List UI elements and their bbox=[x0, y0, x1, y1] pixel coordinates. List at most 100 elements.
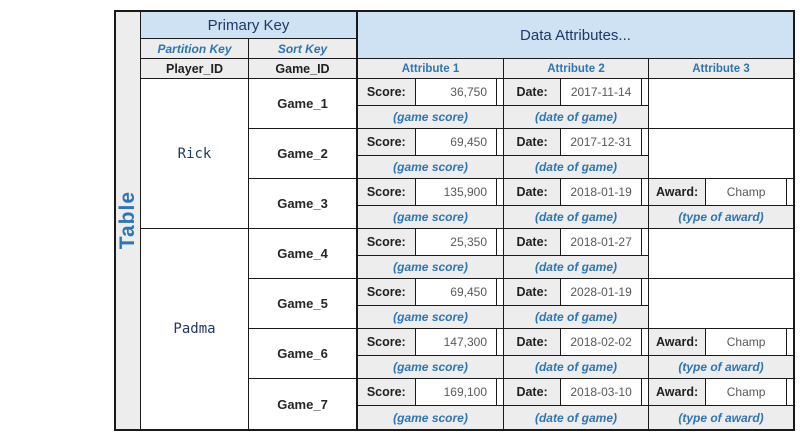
date-value: 2018-03-10 bbox=[561, 379, 642, 405]
score-field: Score: 147,300 bbox=[358, 329, 503, 355]
field-gap bbox=[497, 229, 503, 255]
score-caption: (game score) bbox=[358, 405, 503, 429]
award-field: Award: Champ bbox=[649, 329, 793, 355]
date-label: Date: bbox=[504, 79, 562, 105]
date-caption: (date of game) bbox=[504, 405, 648, 429]
award-field: Award: Champ bbox=[649, 179, 793, 205]
partition-cell-padma: Padma bbox=[141, 229, 249, 429]
table-side-label-text: Table bbox=[116, 191, 139, 250]
date-field: Date: 2017-11-14 bbox=[504, 79, 648, 105]
attr-date-game-5: Date: 2028-01-19 (date of game) bbox=[504, 279, 649, 329]
sort-cell-game-4: Game_4 bbox=[249, 229, 358, 279]
award-field: Award: Champ bbox=[649, 379, 793, 405]
date-label: Date: bbox=[504, 279, 562, 305]
attribute-3-column-header: Attribute 3 bbox=[649, 59, 793, 79]
score-value: 147,300 bbox=[415, 329, 497, 355]
sort-cell-game-1: Game_1 bbox=[249, 79, 358, 129]
field-gap bbox=[642, 329, 648, 355]
date-value: 2028-01-19 bbox=[561, 279, 642, 305]
field-gap bbox=[497, 79, 503, 105]
attr-award-game-7: Award: Champ (type of award) bbox=[649, 379, 793, 429]
date-caption: (date of game) bbox=[504, 105, 648, 128]
date-value: 2018-02-02 bbox=[561, 329, 642, 355]
award-caption: (type of award) bbox=[649, 405, 793, 429]
attr-award-game-6: Award: Champ (type of award) bbox=[649, 329, 793, 379]
score-caption: (game score) bbox=[358, 105, 503, 128]
score-caption: (game score) bbox=[358, 305, 503, 328]
table-side-label: Table bbox=[116, 12, 141, 429]
score-field: Score: 36,750 bbox=[358, 79, 503, 105]
field-gap bbox=[787, 379, 793, 405]
partition-key-subheader: Partition Key bbox=[141, 39, 249, 59]
score-value: 69,450 bbox=[415, 279, 497, 305]
partition-cell-rick: Rick bbox=[141, 79, 249, 229]
field-gap bbox=[497, 379, 503, 405]
attr-date-game-6: Date: 2018-02-02 (date of game) bbox=[504, 329, 649, 379]
score-field: Score: 169,100 bbox=[358, 379, 503, 405]
date-caption: (date of game) bbox=[504, 155, 648, 178]
attr-score-game-5: Score: 69,450 (game score) bbox=[358, 279, 504, 329]
field-gap bbox=[642, 279, 648, 305]
score-label: Score: bbox=[358, 279, 416, 305]
date-field: Date: 2018-02-02 bbox=[504, 329, 648, 355]
attr-award-game-3: Award: Champ (type of award) bbox=[649, 179, 793, 229]
field-gap bbox=[497, 329, 503, 355]
score-value: 25,350 bbox=[415, 229, 497, 255]
score-field: Score: 69,450 bbox=[358, 279, 503, 305]
field-gap bbox=[642, 129, 648, 155]
attr-date-game-2: Date: 2017-12-31 (date of game) bbox=[504, 129, 649, 179]
attr-score-game-7: Score: 169,100 (game score) bbox=[358, 379, 504, 429]
award-value: Champ bbox=[706, 179, 787, 205]
award-value: Champ bbox=[706, 329, 787, 355]
score-field: Score: 69,450 bbox=[358, 129, 503, 155]
field-gap bbox=[497, 279, 503, 305]
award-caption: (type of award) bbox=[649, 355, 793, 378]
attr-score-game-3: Score: 135,900 (game score) bbox=[358, 179, 504, 229]
score-label: Score: bbox=[358, 229, 416, 255]
sort-cell-game-2: Game_2 bbox=[249, 129, 358, 179]
award-caption: (type of award) bbox=[649, 205, 793, 228]
score-caption: (game score) bbox=[358, 355, 503, 378]
score-label: Score: bbox=[358, 329, 416, 355]
score-field: Score: 135,900 bbox=[358, 179, 503, 205]
attribute-1-column-header: Attribute 1 bbox=[358, 59, 504, 79]
date-field: Date: 2018-01-27 bbox=[504, 229, 648, 255]
game-id-column-header: Game_ID bbox=[249, 59, 358, 79]
award-label: Award: bbox=[649, 179, 707, 205]
date-label: Date: bbox=[504, 129, 562, 155]
attr-score-game-1: Score: 36,750 (game score) bbox=[358, 79, 504, 129]
date-field: Date: 2018-03-10 bbox=[504, 379, 648, 405]
player-id-column-header: Player_ID bbox=[141, 59, 249, 79]
sort-key-subheader: Sort Key bbox=[249, 39, 358, 59]
score-caption: (game score) bbox=[358, 155, 503, 178]
field-gap bbox=[497, 179, 503, 205]
date-value: 2017-12-31 bbox=[561, 129, 642, 155]
award-label: Award: bbox=[649, 379, 707, 405]
score-label: Score: bbox=[358, 79, 416, 105]
score-caption: (game score) bbox=[358, 205, 503, 228]
field-gap bbox=[642, 379, 648, 405]
attr-score-game-6: Score: 147,300 (game score) bbox=[358, 329, 504, 379]
sort-cell-game-5: Game_5 bbox=[249, 279, 358, 329]
date-label: Date: bbox=[504, 379, 562, 405]
award-label: Award: bbox=[649, 329, 707, 355]
field-gap bbox=[787, 329, 793, 355]
sort-cell-game-6: Game_6 bbox=[249, 329, 358, 379]
date-caption: (date of game) bbox=[504, 355, 648, 378]
score-value: 169,100 bbox=[415, 379, 497, 405]
date-value: 2018-01-19 bbox=[561, 179, 642, 205]
attr-score-game-2: Score: 69,450 (game score) bbox=[358, 129, 504, 179]
field-gap bbox=[497, 129, 503, 155]
date-field: Date: 2028-01-19 bbox=[504, 279, 648, 305]
score-label: Score: bbox=[358, 379, 416, 405]
data-attributes-header: Data Attributes... bbox=[358, 12, 793, 59]
field-gap bbox=[642, 229, 648, 255]
attr-date-game-4: Date: 2018-01-27 (date of game) bbox=[504, 229, 649, 279]
attr-empty-game-1 bbox=[649, 79, 793, 129]
score-label: Score: bbox=[358, 179, 416, 205]
score-value: 36,750 bbox=[415, 79, 497, 105]
score-caption: (game score) bbox=[358, 255, 503, 278]
date-field: Date: 2017-12-31 bbox=[504, 129, 648, 155]
sort-cell-game-7: Game_7 bbox=[249, 379, 358, 429]
date-caption: (date of game) bbox=[504, 255, 648, 278]
